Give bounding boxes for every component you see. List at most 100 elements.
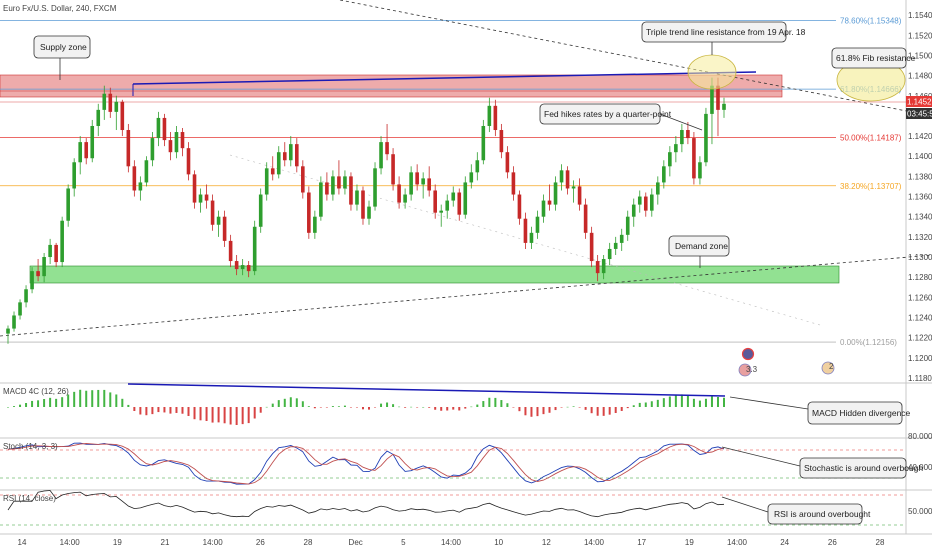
candle-body <box>649 194 654 211</box>
macd-bar <box>458 407 461 411</box>
macd-bar <box>19 404 22 407</box>
rsi-label[interactable]: RSI (14, close) <box>3 494 56 503</box>
candle-body <box>451 192 456 201</box>
candle-body <box>180 132 185 149</box>
macd-bar <box>536 407 539 417</box>
candles <box>6 77 726 344</box>
callout-box <box>767 503 863 525</box>
macd-bar <box>596 407 599 416</box>
macd-bar <box>349 407 352 408</box>
symbol-title[interactable]: Euro Fx/U.S. Dollar, 240, FXCM <box>3 4 117 13</box>
candle-body <box>692 138 696 179</box>
candle-body <box>686 130 690 139</box>
stoch-lines <box>7 442 725 485</box>
macd-bar <box>283 398 286 407</box>
macd-bar <box>67 394 70 407</box>
macd-bar <box>656 399 659 407</box>
macd-bar <box>73 391 76 407</box>
price-tick: 1.13200 <box>908 233 932 242</box>
callout-pointer <box>721 496 769 513</box>
macd-bar <box>181 407 184 414</box>
macd-bar <box>428 407 431 408</box>
candle-body <box>379 142 383 169</box>
candle-body <box>36 271 40 277</box>
macd-bar <box>470 406 473 408</box>
macd-bar <box>723 397 725 407</box>
callout-box <box>831 47 907 69</box>
time-tick: 26 <box>828 538 837 547</box>
fib-label-4: 0.00%(1.12156) <box>840 338 897 347</box>
resistance-trendline <box>132 71 757 85</box>
macd-bar <box>109 392 112 407</box>
candle-body <box>349 176 353 205</box>
candle-body <box>559 170 564 183</box>
callout-fib-text: 61.8% Fib resistance <box>836 53 916 63</box>
time-tick: 14:00 <box>727 538 748 547</box>
candle-body <box>403 194 407 203</box>
macd-bar <box>205 407 208 421</box>
macd-bar <box>151 407 154 415</box>
candle-body <box>716 85 720 110</box>
macd-bar <box>512 407 515 408</box>
us-flag-icon[interactable] <box>738 363 752 377</box>
macd-bar <box>620 407 623 411</box>
macd-bar <box>55 398 58 407</box>
candle-body <box>529 232 534 243</box>
candle-body <box>222 216 227 241</box>
macd-bar <box>566 406 569 408</box>
candle-body <box>577 186 582 205</box>
candle-body <box>246 265 251 272</box>
price-tick: 1.15400 <box>908 11 932 20</box>
candle-body <box>355 190 359 205</box>
macd-bar <box>7 407 9 408</box>
macd-bar <box>698 400 701 407</box>
candle-body <box>120 101 125 131</box>
macd-bar <box>452 407 455 410</box>
time-tick: 28 <box>304 538 313 547</box>
macd-bar <box>91 390 94 407</box>
macd-bar <box>386 402 389 407</box>
macd-bar <box>139 407 142 415</box>
price-tick: 1.13400 <box>908 213 932 222</box>
macd-bar <box>61 397 64 407</box>
us-flag-icon[interactable] <box>821 361 835 375</box>
event-badge-1[interactable]: 3.3 <box>738 347 758 377</box>
macd-bar <box>115 394 118 407</box>
macd-bar <box>686 394 689 407</box>
macd-bar <box>247 407 250 424</box>
macd-bar <box>325 407 328 408</box>
demand-zone <box>29 265 840 284</box>
macd-bar <box>289 397 292 407</box>
event-badge-2[interactable]: 2 <box>821 361 835 375</box>
countdown-value: 03:45:56 <box>907 110 932 119</box>
price-tick: 1.13600 <box>908 193 932 202</box>
candle-body <box>637 196 642 205</box>
macd-bar <box>614 407 617 413</box>
event-flag-icon[interactable] <box>741 347 755 361</box>
macd-bar <box>560 407 563 408</box>
macd-bar <box>235 407 238 425</box>
macd-bar <box>49 397 52 407</box>
macd-bar <box>464 407 467 409</box>
macd-bar <box>229 407 232 425</box>
candle-body <box>710 85 714 114</box>
time-tick: 14 <box>18 538 27 547</box>
candle-body <box>613 242 618 249</box>
macd-bar <box>440 407 443 411</box>
callout-fed-text: Fed hikes rates by a quarter-point <box>544 109 672 119</box>
time-tick: 17 <box>637 538 646 547</box>
macd-divergence-line <box>127 383 726 397</box>
price-tick: 1.15200 <box>908 31 932 40</box>
macd-bar <box>301 401 304 407</box>
candle-body <box>30 271 34 290</box>
candle-body <box>595 261 600 274</box>
macd-label[interactable]: MACD 4C (12, 26) <box>3 387 69 396</box>
macd-bar <box>175 407 178 413</box>
macd-bar <box>410 406 413 408</box>
time-axis[interactable]: 14 14:00 19 21 14:00 26 28 Dec 5 14:00 10 12 14:00 17… <box>18 538 885 547</box>
candle-body <box>475 160 480 173</box>
time-tick: 10 <box>494 538 503 547</box>
stoch-label[interactable]: Stoch (14, 3, 3) <box>3 442 58 451</box>
candle-body <box>343 176 347 189</box>
macd-bar <box>241 407 244 425</box>
